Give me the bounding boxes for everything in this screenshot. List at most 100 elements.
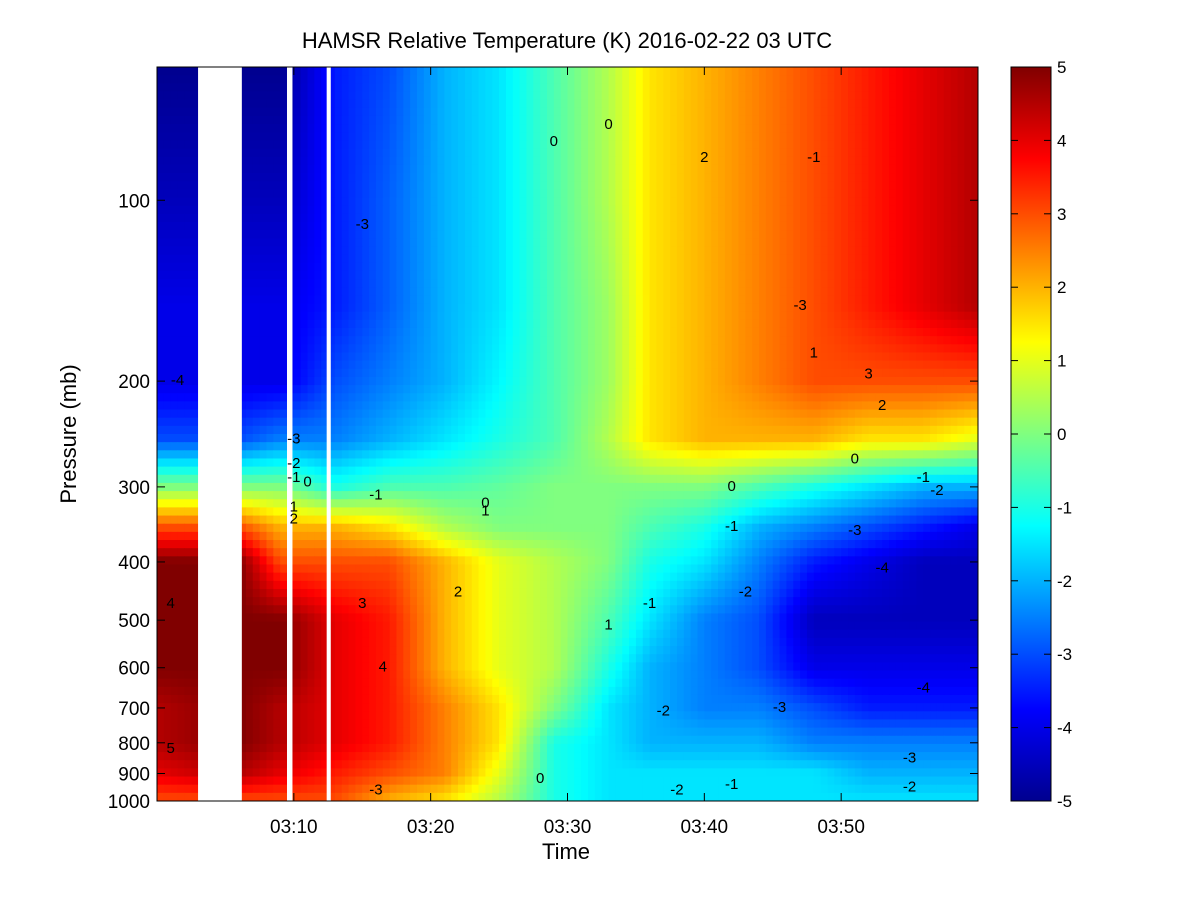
heatmap-cell	[458, 75, 466, 84]
heatmap-cell	[793, 303, 801, 313]
heatmap-cell	[889, 91, 897, 101]
heatmap-cell	[752, 83, 760, 93]
heatmap-cell	[581, 115, 589, 125]
heatmap-cell	[163, 319, 172, 329]
heatmap-cell	[724, 156, 733, 166]
heatmap-cell	[505, 319, 514, 329]
heatmap-cell	[772, 262, 781, 272]
heatmap-cell	[608, 99, 616, 109]
heatmap-cell	[635, 115, 644, 125]
heatmap-cell	[950, 385, 959, 394]
heatmap-cell	[355, 295, 363, 305]
heatmap-cell	[594, 238, 603, 248]
heatmap-cell	[800, 189, 808, 199]
heatmap-cell	[902, 360, 911, 370]
heatmap-cell	[191, 124, 199, 133]
heatmap-cell	[505, 336, 514, 345]
heatmap-cell	[594, 124, 603, 133]
heatmap-cell	[615, 385, 623, 394]
heatmap-cell	[348, 197, 357, 207]
heatmap-cell	[403, 319, 411, 329]
heatmap-cell	[718, 67, 726, 76]
heatmap-cell	[779, 344, 788, 354]
heatmap-cell	[348, 319, 357, 329]
heatmap-cell	[191, 67, 199, 76]
heatmap-cell	[594, 181, 603, 190]
heatmap-cell	[553, 311, 562, 321]
heatmap-cell	[745, 295, 753, 305]
heatmap-cell	[410, 393, 418, 402]
heatmap-cell	[266, 385, 274, 394]
heatmap-cell	[321, 115, 329, 125]
heatmap-cell	[759, 99, 767, 109]
heatmap-cell	[943, 238, 952, 248]
heatmap-cell	[458, 352, 466, 362]
heatmap-cell	[608, 107, 616, 117]
heatmap-cell	[936, 140, 945, 150]
heatmap-cell	[834, 376, 842, 386]
heatmap-cell	[731, 279, 740, 288]
heatmap-cell	[759, 360, 767, 370]
heatmap-cell	[806, 238, 815, 248]
heatmap-cell	[731, 246, 740, 256]
heatmap-cell	[670, 393, 678, 402]
heatmap-cell	[341, 197, 350, 207]
heatmap-cell	[827, 270, 835, 280]
heatmap-cell	[683, 75, 692, 84]
heatmap-cell	[615, 132, 623, 141]
heatmap-cell	[505, 327, 514, 337]
heatmap-cell	[642, 124, 651, 133]
heatmap-cell	[266, 140, 274, 150]
heatmap-cell	[396, 360, 404, 370]
heatmap-cell	[239, 124, 247, 133]
heatmap-cell	[683, 181, 692, 190]
heatmap-cell	[280, 344, 288, 354]
heatmap-cell	[512, 230, 521, 239]
heatmap-cell	[307, 295, 315, 305]
heatmap-cell	[471, 352, 480, 362]
heatmap-cell	[800, 107, 808, 117]
heatmap-cell	[950, 83, 959, 93]
heatmap-cell	[690, 270, 699, 280]
heatmap-cell	[649, 368, 658, 378]
heatmap-cell	[177, 83, 185, 93]
heatmap-cell	[239, 91, 247, 101]
heatmap-cell	[307, 352, 315, 362]
heatmap-cell	[519, 295, 528, 305]
heatmap-cell	[191, 352, 199, 362]
heatmap-cell	[670, 83, 678, 93]
heatmap-cell	[711, 173, 719, 182]
heatmap-cell	[950, 124, 959, 133]
heatmap-cell	[362, 164, 370, 174]
heatmap-cell	[259, 197, 268, 207]
heatmap-cell	[629, 344, 637, 354]
heatmap-cell	[827, 156, 835, 166]
heatmap-cell	[259, 352, 268, 362]
heatmap-cell	[704, 197, 712, 207]
heatmap-cell	[273, 148, 281, 158]
heatmap-cell	[334, 115, 343, 125]
heatmap-cell	[594, 197, 603, 207]
heatmap-cell	[423, 279, 432, 288]
heatmap-cell	[560, 393, 569, 402]
heatmap-cell	[328, 319, 336, 329]
heatmap-cell	[943, 75, 952, 84]
heatmap-cell	[724, 67, 733, 76]
heatmap-cell	[362, 376, 370, 386]
heatmap-cell	[676, 173, 685, 182]
heatmap-cell	[936, 295, 945, 305]
heatmap-cell	[430, 230, 439, 239]
heatmap-cell	[184, 336, 192, 345]
heatmap-cell	[588, 173, 596, 182]
heatmap-cell	[239, 132, 247, 141]
heatmap-cell	[581, 376, 589, 386]
heatmap-cell	[711, 336, 719, 345]
heatmap-cell	[314, 148, 322, 158]
heatmap-cell	[622, 230, 630, 239]
heatmap-cell	[752, 270, 760, 280]
heatmap-cell	[464, 352, 473, 362]
heatmap-cell	[848, 279, 856, 288]
heatmap-cell	[827, 124, 835, 133]
heatmap-cell	[957, 107, 965, 117]
heatmap-cell	[157, 148, 165, 158]
